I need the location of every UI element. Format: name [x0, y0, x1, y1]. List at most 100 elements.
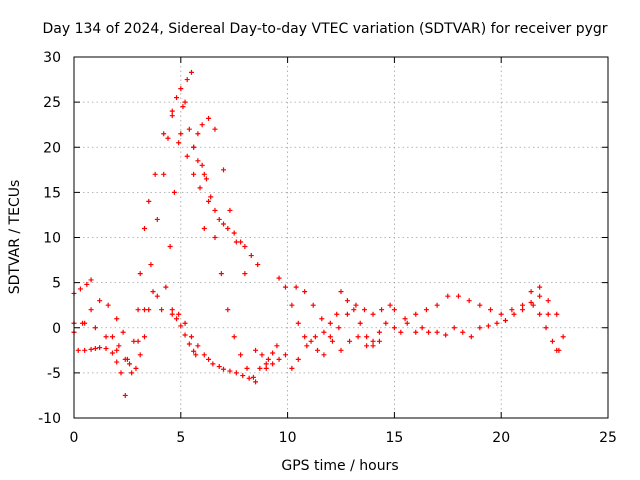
data-point-trace-l	[295, 320, 301, 326]
data-point-trace-b	[154, 216, 160, 222]
data-point-trace-d	[114, 316, 120, 322]
data-point-trace-j	[304, 343, 310, 349]
data-point-trace-o	[178, 323, 184, 329]
y-tick-label: 30	[43, 50, 61, 66]
data-point-trace-k	[423, 307, 429, 313]
x-axis-label: GPS time / hours	[281, 458, 398, 474]
data-point-trace-f	[127, 361, 133, 367]
data-point-trace-c	[109, 350, 115, 356]
data-point-trace-f	[184, 153, 190, 159]
data-point-trace-f	[137, 271, 143, 277]
data-point-trace-b	[216, 216, 222, 222]
data-point-trace-k	[293, 284, 299, 290]
data-point-trace-j	[376, 329, 382, 335]
data-point-trace-c	[82, 347, 88, 353]
data-point-trace-a	[77, 286, 83, 292]
data-point-trace-h	[221, 167, 227, 173]
data-point-trace-b	[182, 99, 188, 105]
data-point-trace-m	[370, 343, 376, 349]
data-point-trace-b	[186, 126, 192, 132]
data-point-trace-e	[180, 104, 186, 110]
data-point-trace-k	[445, 293, 451, 299]
data-point-trace-m	[357, 320, 363, 326]
data-point-trace-l	[282, 284, 288, 290]
x-tick-label: 10	[279, 430, 297, 446]
data-point-trace-f	[191, 171, 197, 177]
data-point-trace-e	[171, 189, 177, 195]
data-point-trace-l	[315, 347, 321, 353]
data-point-trace-g	[195, 343, 201, 349]
data-point-trace-j	[451, 325, 457, 331]
data-point-trace-c	[88, 346, 94, 352]
data-point-trace-g	[221, 366, 227, 372]
data-point-trace-f	[152, 171, 158, 177]
data-point-trace-k	[545, 298, 551, 304]
data-point-trace-b	[195, 158, 201, 164]
data-point-trace-k	[391, 307, 397, 313]
data-point-trace-h	[191, 144, 197, 150]
data-point-trace-k	[327, 320, 333, 326]
data-point-trace-f	[146, 198, 152, 204]
data-point-trace-k	[336, 325, 342, 331]
data-point-trace-k	[353, 302, 359, 308]
data-point-trace-e	[146, 307, 152, 313]
data-point-trace-j	[364, 343, 370, 349]
x-tick-label: 15	[385, 430, 403, 446]
data-point-trace-m	[376, 338, 382, 344]
data-point-trace-d	[105, 302, 111, 308]
grid-lines	[74, 57, 608, 418]
y-tick-label: 0	[52, 321, 61, 337]
data-point-trace-g	[233, 370, 239, 376]
x-tick-label: 25	[599, 430, 617, 446]
data-point-trace-k	[498, 311, 504, 317]
data-point-trace-j	[477, 325, 483, 331]
data-point-trace-c	[97, 345, 103, 351]
data-point-trace-e	[159, 307, 165, 313]
data-point-trace-e	[167, 244, 173, 250]
data-point-trace-j	[355, 334, 361, 340]
data-point-trace-o	[191, 348, 197, 354]
data-point-trace-b	[92, 325, 98, 331]
data-point-trace-i	[225, 307, 231, 313]
data-point-trace-e	[176, 140, 182, 146]
data-point-trace-b	[141, 307, 147, 313]
data-point-trace-j	[413, 329, 419, 335]
data-point-trace-k	[344, 311, 350, 317]
data-point-trace-j	[545, 311, 551, 317]
data-point-trace-o	[182, 332, 188, 338]
data-point-trace-h	[242, 271, 248, 277]
data-point-trace-o	[193, 352, 199, 358]
data-point-trace-k	[466, 298, 472, 304]
data-point-trace-a	[88, 277, 94, 283]
data-point-trace-d	[80, 320, 86, 326]
data-point-trace-f	[135, 307, 141, 313]
data-point-trace-o	[174, 316, 180, 322]
data-point-trace-i	[238, 352, 244, 358]
data-point-trace-j	[263, 365, 269, 371]
y-tick-label: 15	[43, 185, 61, 201]
data-point-trace-p	[543, 325, 549, 331]
data-point-trace-j	[434, 329, 440, 335]
data-point-trace-g	[240, 373, 246, 379]
data-point-trace-b	[135, 338, 141, 344]
data-point-trace-g	[216, 364, 222, 370]
data-point-trace-g	[246, 375, 252, 381]
data-point-trace-b	[248, 253, 254, 259]
data-point-trace-k	[528, 289, 534, 295]
data-point-trace-i	[212, 235, 218, 240]
data-point-trace-i	[257, 365, 263, 371]
data-point-trace-e	[163, 284, 169, 290]
axis-ticks: 0 5 10 15 20 25 -10 -5 0 5 10 15 20 25 30	[38, 50, 617, 446]
data-point-trace-b	[255, 262, 261, 268]
data-point-trace-b	[225, 225, 231, 231]
data-points	[71, 69, 566, 398]
data-point-trace-k	[302, 289, 308, 295]
data-point-trace-j	[528, 299, 534, 305]
data-point-trace-j	[485, 323, 491, 329]
data-point-trace-k	[488, 307, 494, 313]
x-tick-label: 20	[492, 430, 510, 446]
data-point-trace-f	[169, 113, 175, 119]
data-point-trace-h	[195, 131, 201, 137]
data-point-trace-b	[103, 334, 109, 340]
